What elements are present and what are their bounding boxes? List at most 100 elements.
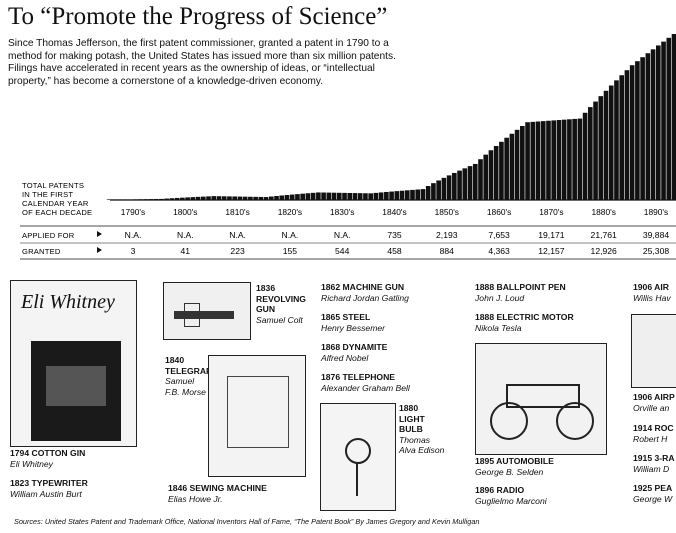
bar-1820's-year-9 [310,192,316,200]
invention-steel: 1865 STEEL Henry Bessemer [321,312,385,333]
bar-1800's-year-4 [180,197,185,200]
invention-machine-gun: 1862 MACHINE GUN Richard Jordan Gatling [321,282,409,303]
whitney-signature: Eli Whitney [21,291,115,313]
bar-1830's-year-1 [321,192,326,200]
source-note: Sources: United States Patent and Tradem… [14,517,480,526]
bar-1810's-year-6 [242,196,248,200]
bar-1830's-year-4 [336,192,342,200]
applied-arrow-icon [97,231,102,237]
bar-1880's-year-1 [582,112,588,200]
y-axis-label-line4: OF EACH DECADE [22,208,92,217]
tick-label-1: 1800's [173,207,197,217]
bar-1880's-year-0 [577,118,583,200]
bar-1890's-year-7 [666,37,672,200]
bar-1820's-year-7 [300,193,305,200]
tick-label-0: 1790's [121,207,145,217]
bar-1810's-year-1 [216,196,222,200]
bar-1860's-year-3 [488,150,494,200]
bar-1820's-year-1 [268,196,274,200]
bar-1830's-year-3 [331,192,337,200]
bar-1810's-year-2 [221,196,227,200]
bar-1890's-year-6 [661,41,666,200]
bar-1850's-year-0 [420,189,426,200]
applied-value-0: N.A. [125,230,142,240]
bar-1890's-year-2 [640,57,645,201]
tick-label-10: 1890's [644,207,668,217]
tick-label-7: 1860's [487,207,511,217]
granted-value-4: 544 [335,246,350,256]
bar-1880's-year-8 [619,75,625,200]
invention-radio: 1896 RADIO Guglielmo Marconi [475,485,547,506]
bar-1840's-year-1 [373,192,379,200]
bar-1890's-year-5 [656,45,661,201]
bar-1840's-year-4 [389,191,394,200]
invention-3-ray: 1915 3-RA William D [633,453,675,474]
bar-1860's-year-8 [514,129,520,200]
invention-dynamite: 1868 DYNAMITE Alfred Nobel [321,342,388,363]
bar-1860's-year-0 [472,163,478,200]
bar-1810's-year-3 [227,196,232,200]
bar-1820's-year-5 [289,194,295,200]
bar-1830's-year-5 [342,192,347,200]
granted-value-5: 458 [387,246,402,256]
invention-light-bulb: 1880 LIGHT BULB Thomas Alva Edison [399,403,445,455]
bar-1850's-year-7 [457,170,462,200]
bar-1890's-year-0 [629,65,635,201]
granted-value-2: 223 [230,246,245,256]
tick-label-3: 1820's [278,207,302,217]
y-axis-label-line1: TOTAL PATENTS [22,181,84,190]
invention-telephone: 1876 TELEPHONE Alexander Graham Bell [321,372,410,393]
granted-arrow-icon [97,247,102,253]
invention-rocket: 1914 ROC Robert H [633,423,674,444]
bar-1850's-year-4 [441,177,447,200]
bar-1880's-year-5 [603,90,609,200]
applied-value-8: 19,171 [538,230,565,240]
bar-1890's-year-8 [671,34,676,201]
bar-1800's-year-2 [169,198,175,200]
bar-1790's-year-0 [106,199,112,200]
bar-1850's-year-5 [446,175,452,200]
cotton-gin-patent-image: Eli Whitney [10,280,137,447]
bar-1810's-year-7 [248,196,253,200]
applied-value-2: N.A. [229,230,246,240]
invention-automobile: 1895 AUTOMOBILE George B. Selden [475,456,554,477]
bar-1840's-year-5 [394,191,400,200]
bar-1840's-year-6 [399,190,405,200]
invention-electric-motor: 1888 ELECTRIC MOTOR Nikola Tesla [475,312,574,333]
bar-1850's-year-9 [467,166,473,200]
tick-label-8: 1870's [539,207,563,217]
bar-1810's-year-5 [237,196,243,200]
applied-value-9: 21,761 [591,230,618,240]
bar-1800's-year-1 [164,198,170,200]
bar-1870's-year-0 [525,122,530,200]
bar-1820's-year-4 [284,195,290,200]
tick-label-6: 1850's [435,207,459,217]
y-axis-label-line3: CALENDAR YEAR [22,199,89,208]
bar-1880's-year-4 [598,96,604,200]
intro-paragraph: Since Thomas Jefferson, the first patent… [8,38,396,87]
bar-1810's-year-4 [232,196,237,200]
granted-value-0: 3 [131,246,136,256]
bar-1800's-year-8 [200,196,206,200]
bar-1810's-year-8 [253,196,258,200]
bar-1810's-year-0 [211,196,217,200]
bar-1870's-year-9 [572,118,577,200]
bar-1820's-year-2 [274,196,279,200]
invention-airplane: 1906 AIRP Orville an [633,392,675,413]
page-title: To “Promote the Progress of Science” [8,3,388,30]
light-bulb-patent-image [320,403,396,511]
bar-1860's-year-1 [478,159,483,200]
applied-value-7: 7,653 [488,230,510,240]
bar-1870's-year-1 [530,121,536,200]
bar-1830's-year-8 [357,193,363,200]
bar-1890's-year-1 [635,61,640,200]
bar-1840's-year-2 [378,192,384,200]
bar-1800's-year-9 [206,196,211,200]
revolving-gun-image [163,282,251,340]
bar-1870's-year-6 [556,120,562,200]
bar-1860's-year-7 [509,133,515,200]
bar-1820's-year-3 [279,195,285,200]
invention-revolving-gun: 1836 REVOLVING GUN Samuel Colt [256,283,306,325]
bar-1830's-year-9 [363,193,368,200]
bar-1860's-year-5 [499,141,504,200]
